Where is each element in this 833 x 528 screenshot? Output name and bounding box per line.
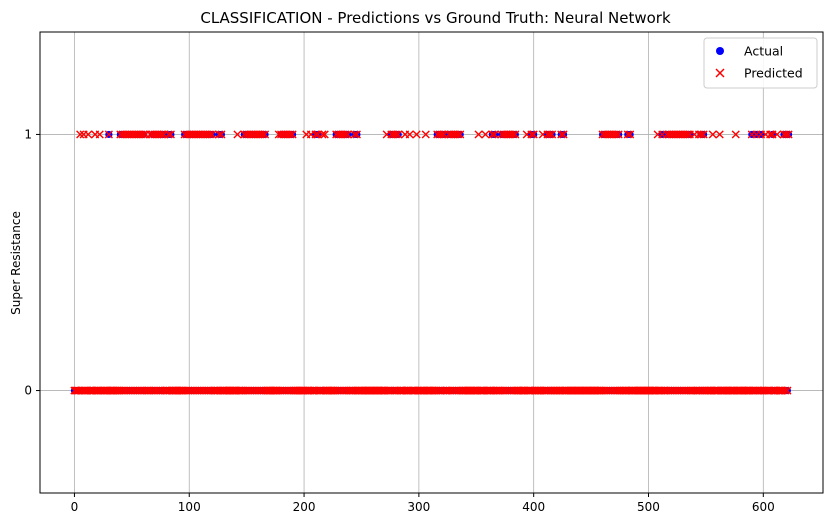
legend-box (703, 37, 818, 89)
y-axis-label: Super Resistance (9, 211, 23, 315)
plot-frame (39, 31, 824, 494)
legend-actual-label: Actual (744, 44, 783, 59)
predicted-point (784, 130, 793, 139)
predicted-point (557, 130, 566, 139)
predicted-point (260, 130, 270, 139)
predicted-point (783, 386, 792, 395)
grid-lines (40, 32, 823, 493)
predicted-point (341, 130, 350, 139)
legend-actual-marker (716, 47, 724, 55)
predicted-point (391, 130, 401, 139)
predicted-point (139, 130, 148, 139)
predicted-point (421, 130, 430, 139)
predicted-point (488, 130, 497, 139)
predicted-point (405, 130, 414, 139)
x-tick-label: 500 (637, 500, 660, 514)
predicted-point (104, 130, 113, 139)
predicted-point (508, 130, 518, 139)
y-tick-label: 0 (24, 384, 32, 398)
predicted-point (708, 130, 717, 139)
x-tick-label: 400 (522, 500, 545, 514)
predicted-point (527, 130, 536, 139)
predicted-point (731, 130, 740, 139)
predicted-point (623, 130, 632, 139)
predicted-point (288, 130, 297, 139)
predicted-point (412, 130, 421, 139)
predicted-point (697, 130, 706, 139)
predicted-point (453, 130, 463, 139)
predicted-point (614, 130, 623, 139)
predicted-point (437, 130, 446, 139)
predicted-point (350, 130, 359, 139)
predicted-point (318, 130, 327, 139)
predicted-point (84, 130, 93, 139)
predicted-point (456, 130, 465, 139)
x-tick-label: 100 (178, 500, 201, 514)
predicted-point (76, 130, 85, 139)
predicted-point (205, 130, 215, 139)
predicted-point (286, 130, 295, 139)
predicted-point (683, 130, 692, 139)
x-tick-label: 300 (407, 500, 430, 514)
legend-predicted-marker (715, 68, 725, 78)
predicted-point (766, 130, 775, 139)
predicted-point (394, 130, 403, 139)
predicted-point (481, 130, 490, 139)
predicted-point (490, 130, 499, 139)
predicted-point (311, 130, 320, 139)
y-axis: 01 (24, 127, 40, 398)
x-tick-label: 600 (752, 500, 775, 514)
predicted-point (781, 386, 790, 395)
predicted-point (233, 130, 242, 139)
predicted-point (474, 130, 483, 139)
chart-title: CLASSIFICATION - Predictions vs Ground T… (200, 9, 671, 27)
x-tick-label: 200 (293, 500, 316, 514)
x-tick-label: 0 (71, 500, 79, 514)
predicted-point (352, 130, 361, 139)
predicted-point (699, 130, 708, 139)
predicted-point (164, 130, 173, 139)
predicted-point (772, 130, 782, 139)
predicted-point (715, 130, 724, 139)
predicted-point (208, 130, 217, 139)
predicted-point (95, 130, 104, 139)
predicted-point (782, 130, 791, 139)
predicted-point (166, 130, 175, 139)
predicted-point (320, 130, 329, 139)
predicted-point (258, 130, 267, 139)
x-axis: 0 100 200 300 400 500 600 (71, 493, 775, 514)
predicted-point (547, 130, 557, 139)
legend-predicted-label: Predicted (744, 66, 803, 81)
predicted-point (511, 130, 520, 139)
predicted-point (626, 130, 635, 139)
predicted-point (215, 130, 224, 139)
y-tick-label: 1 (24, 127, 32, 141)
predicted-point (217, 130, 226, 139)
legend: Actual Predicted (703, 37, 818, 89)
predicted-point (559, 130, 568, 139)
predicted-point (529, 130, 538, 139)
predicted-point (343, 130, 352, 139)
predicted-point (612, 130, 621, 139)
predicted-point (545, 130, 554, 139)
predicted-point (157, 130, 166, 139)
data-markers (70, 130, 793, 395)
